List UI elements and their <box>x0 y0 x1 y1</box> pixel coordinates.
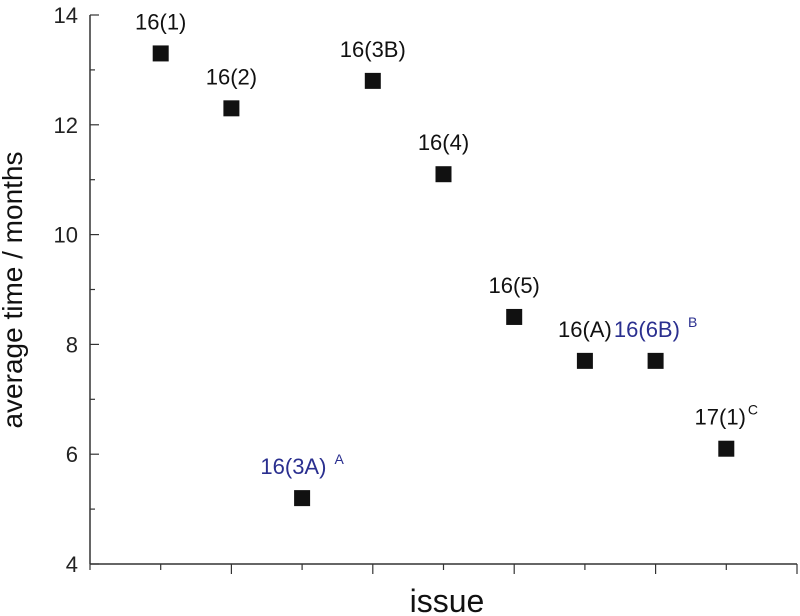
data-point <box>435 166 452 183</box>
y-tick-label: 8 <box>66 332 78 357</box>
point-label: 16(4) <box>418 130 469 155</box>
axis-ticks: 4 6 8 10 12 14 <box>54 3 798 577</box>
y-tick-label: 12 <box>54 113 78 138</box>
data-point <box>294 490 311 507</box>
data-point <box>223 100 240 117</box>
y-axis-title: average time / months <box>0 151 28 428</box>
data-point <box>576 352 593 369</box>
point-label: 16(1) <box>135 9 186 34</box>
axes <box>89 15 797 565</box>
point-label: 16(3A) A <box>260 451 344 479</box>
point-label: 16(5) <box>489 273 540 298</box>
data-point <box>506 308 523 325</box>
x-axis-title: issue <box>410 583 485 616</box>
point-label: 17(1) C <box>695 402 758 430</box>
data-point <box>152 45 169 62</box>
y-tick-label: 4 <box>66 552 78 577</box>
data-point <box>364 72 381 89</box>
data-point <box>718 440 735 457</box>
y-tick-label: 6 <box>66 442 78 467</box>
point-label: 16(6B) B <box>614 314 697 342</box>
point-label: 16(2) <box>206 64 257 89</box>
y-tick-label: 10 <box>54 223 78 248</box>
data-point <box>647 352 664 369</box>
y-tick-label: 14 <box>54 3 78 28</box>
data-points: 16(1) 16(2) 16(3A) A 16(3B) 16(4) 16(5) 16(A) 16… <box>135 9 758 507</box>
point-label: 16(3B) <box>340 37 406 62</box>
point-label: 16(A) <box>558 317 612 342</box>
